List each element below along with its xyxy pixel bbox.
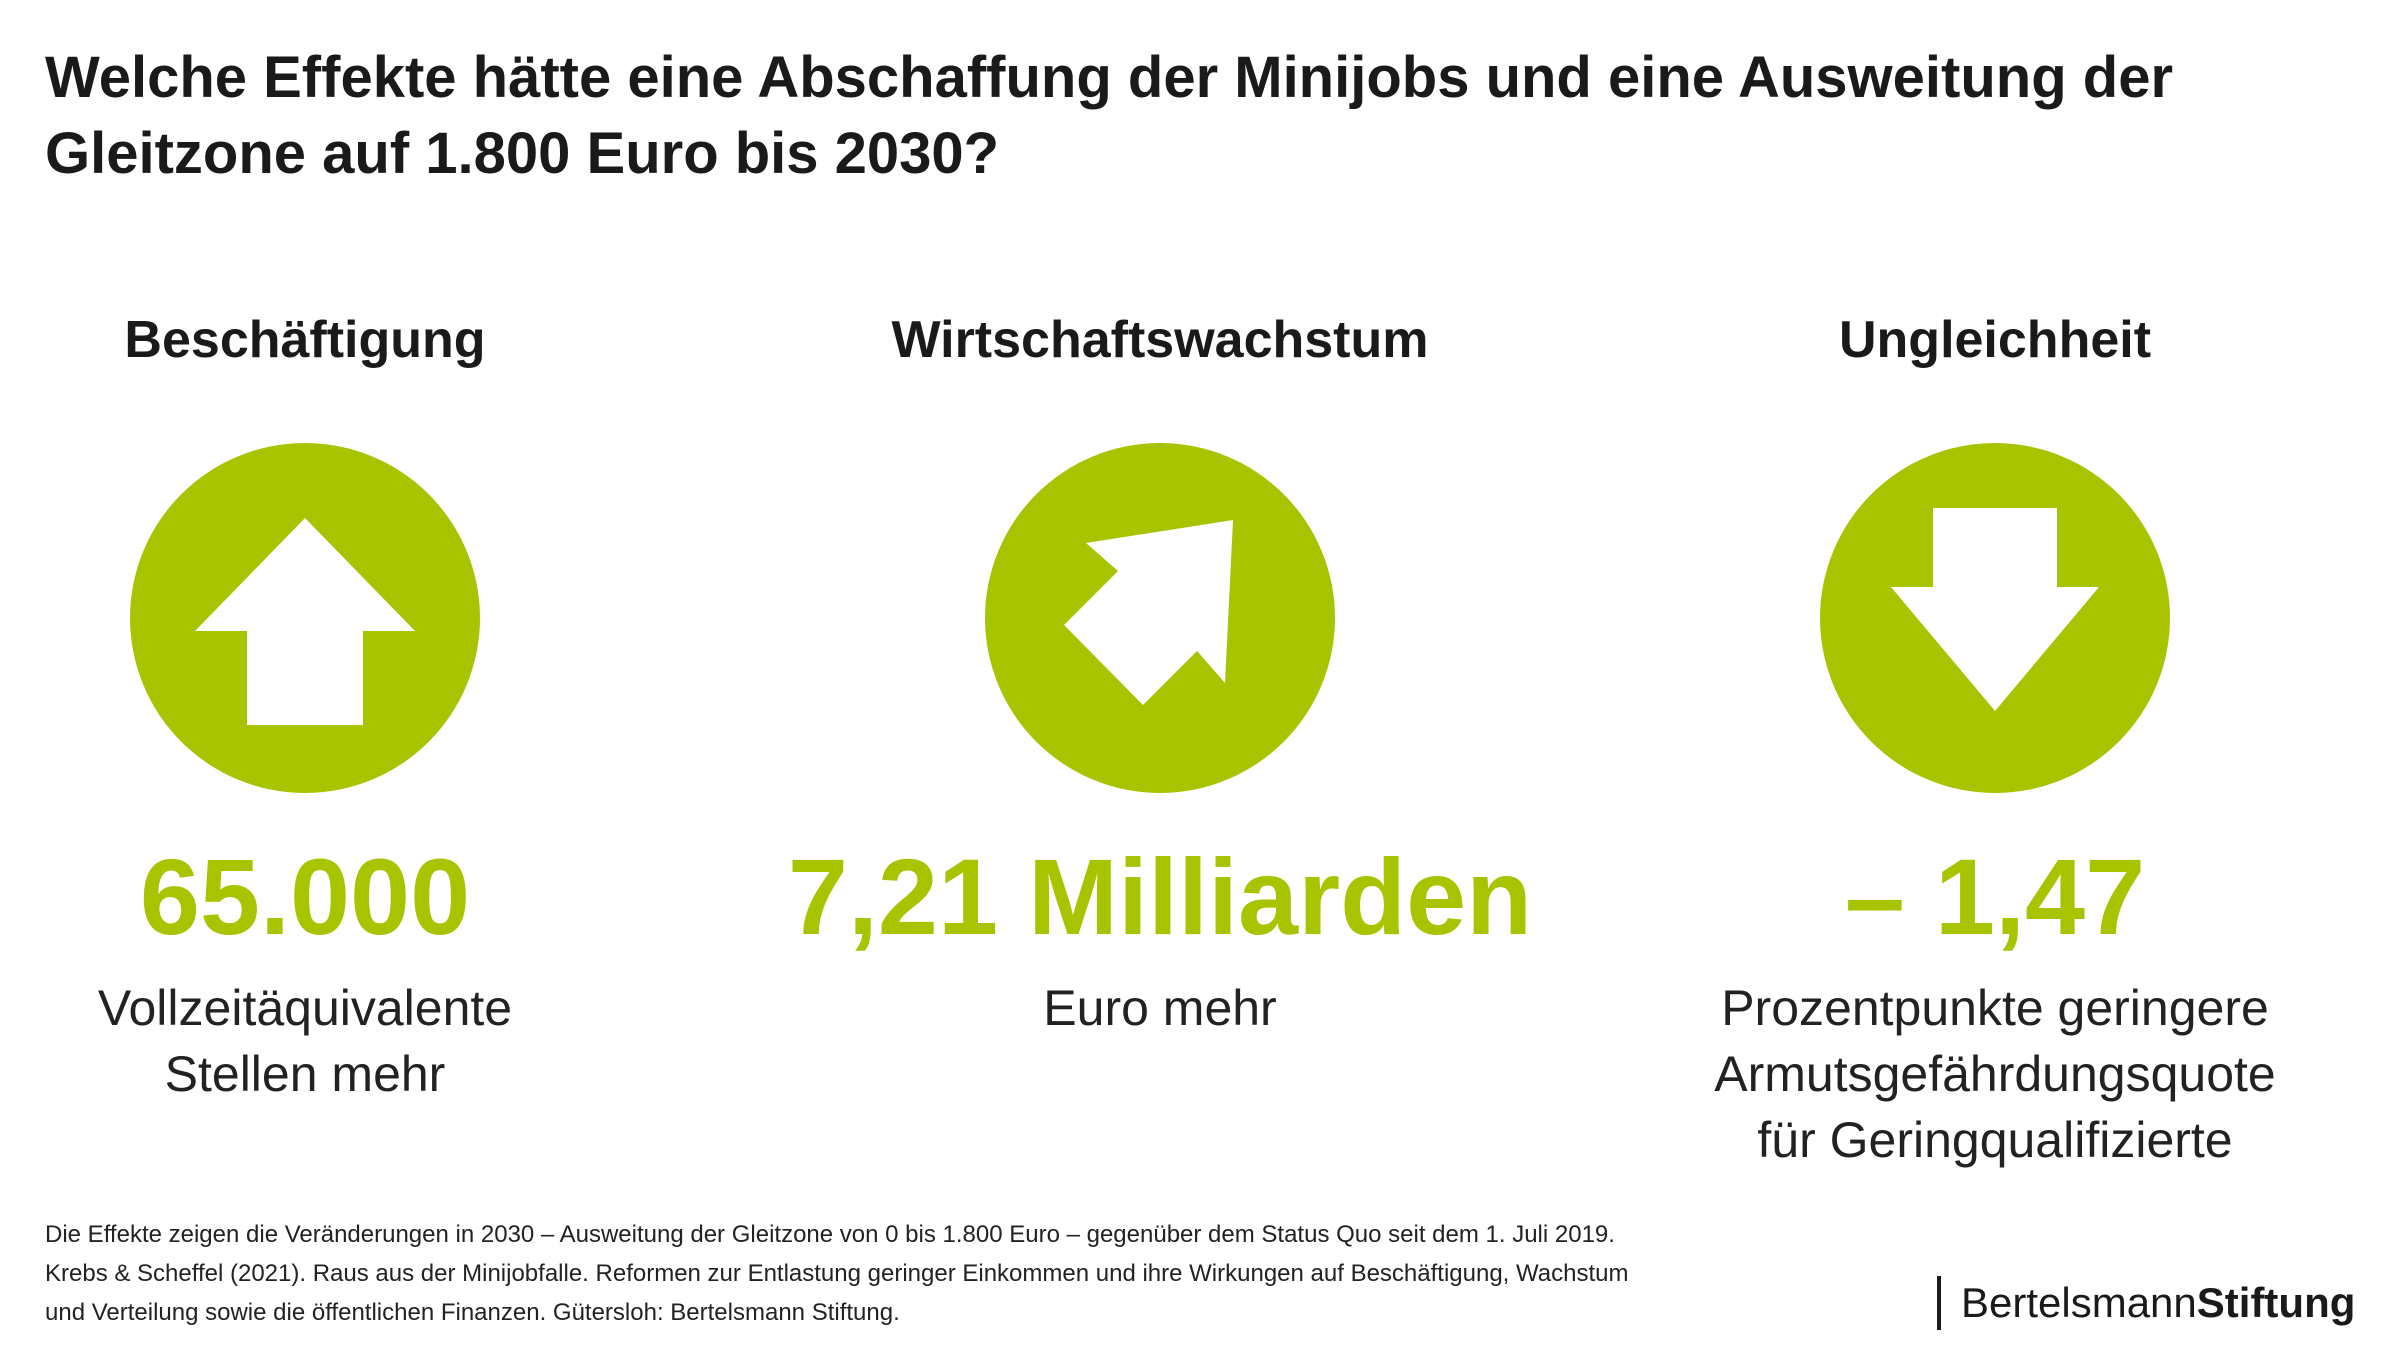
title-line-2: Gleitzone auf 1.800 Euro bis 2030? [45,121,1000,186]
brand-name-bold: Stiftung [2196,1279,2356,1326]
footnote-line: und Verteilung sowie die öffentlichen Fi… [45,1299,900,1326]
description-line: Armutsgefährdungsquote [1714,1046,2276,1102]
brand-divider [1937,1276,1941,1330]
effect-description: Prozentpunkte geringere Armutsgefährdung… [1615,975,2375,1173]
column-heading: Ungleichheit [1838,311,2152,369]
footnote-line: Krebs & Scheffel (2021). Raus aus der Mi… [45,1260,1629,1287]
effect-value: 7,21 Milliarden [787,836,1533,957]
column-heading: Wirtschaftswachstum [891,311,1429,369]
arrow-up-icon [130,443,480,793]
arrow-up-right-icon [985,443,1335,793]
effect-value: 65.000 [139,836,471,957]
effect-column-inequality: Ungleichheit – 1,47 Prozentpunkte gering… [1615,300,2375,1173]
footnote-line: Die Effekte zeigen die Veränderungen in … [45,1221,1615,1248]
column-heading: Beschäftigung [124,311,486,369]
effect-value: – 1,47 [1844,836,2146,957]
description-line: Prozentpunkte geringere [1721,980,2269,1036]
description-line: Vollzeitäquivalente [97,980,513,1036]
brand-name-light: Bertelsmann [1961,1279,2197,1326]
source-footnote: Die Effekte zeigen die Veränderungen in … [45,1215,1745,1332]
effect-column-growth: Wirtschaftswachstum 7,21 Milliarden Euro… [780,300,1540,1041]
brand-logo: BertelsmannStiftung [1937,1275,2355,1331]
effect-description: Euro mehr [780,975,1540,1041]
arrow-down-icon [1820,443,2170,793]
brand-wordmark: BertelsmannStiftung [1961,1279,2355,1327]
effect-column-employment: Beschäftigung 65.000 Vollzeitäquivalente… [0,300,685,1107]
description-line: Stellen mehr [164,1046,446,1102]
description-line: Euro mehr [1043,980,1277,1036]
page-title: Welche Effekte hätte eine Abschaffung de… [45,40,2345,192]
title-line-1: Welche Effekte hätte eine Abschaffung de… [45,45,2174,110]
effect-description: Vollzeitäquivalente Stellen mehr [0,975,685,1107]
description-line: für Geringqualifizierte [1757,1112,2233,1168]
